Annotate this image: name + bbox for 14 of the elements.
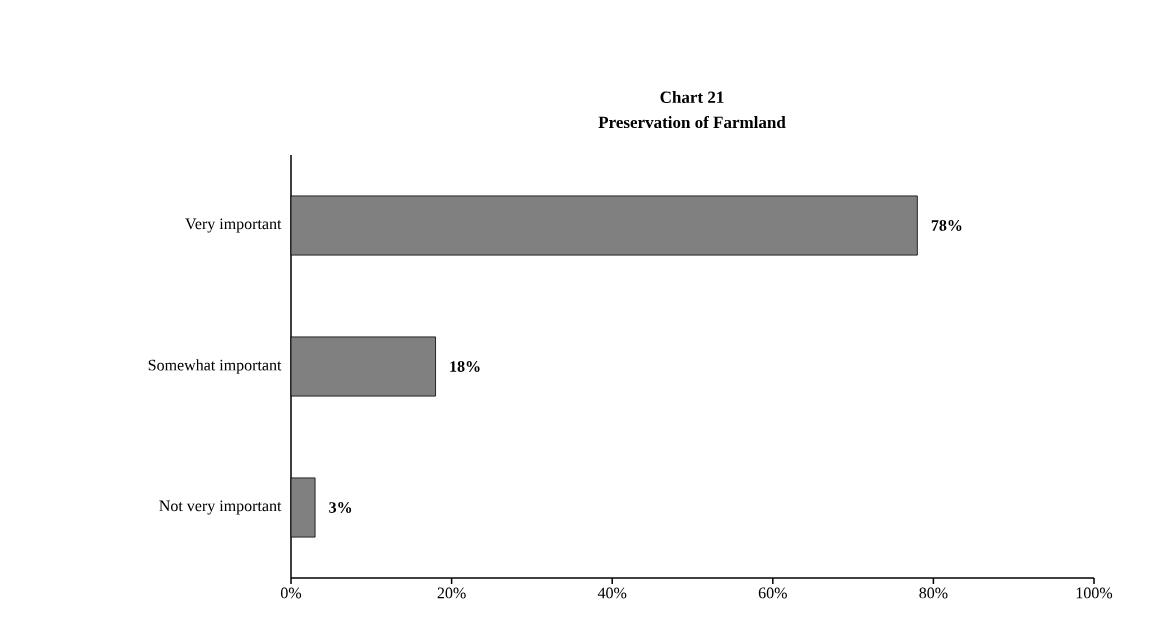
- data-label: 18%: [450, 361, 480, 372]
- data-label: 3%: [329, 502, 352, 513]
- x-tick-label: 40%: [597, 587, 627, 599]
- x-tick-label: 100%: [1076, 587, 1113, 599]
- y-tick-label: Very important: [185, 218, 282, 233]
- y-tick-label: Not very important: [159, 500, 282, 515]
- chart-subtitle: Preservation of Farmland: [598, 115, 786, 129]
- data-label: 78%: [931, 220, 962, 231]
- x-tick-label: 20%: [437, 587, 466, 599]
- x-tick-label: 60%: [758, 587, 787, 599]
- y-tick-label: Somewhat important: [148, 359, 282, 374]
- chart-title: Chart 21: [660, 91, 724, 103]
- x-tick-label: 0%: [280, 587, 302, 599]
- x-tick-label: 80%: [919, 587, 948, 599]
